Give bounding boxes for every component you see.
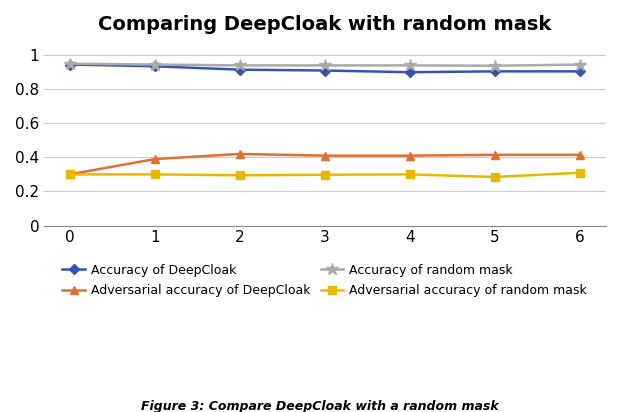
Accuracy of random mask: [321, 63, 329, 68]
Accuracy of DeepCloak: [576, 69, 584, 74]
Adversarial accuracy of random mask: [151, 172, 159, 177]
Accuracy of random mask: [66, 61, 74, 66]
Adversarial accuracy of DeepCloak: [406, 153, 414, 158]
Title: Comparing DeepCloak with random mask: Comparing DeepCloak with random mask: [99, 15, 552, 34]
Accuracy of DeepCloak: [321, 68, 329, 73]
Accuracy of random mask: [576, 62, 584, 67]
Adversarial accuracy of random mask: [576, 170, 584, 175]
Accuracy of DeepCloak: [236, 67, 244, 72]
Adversarial accuracy of DeepCloak: [151, 157, 159, 162]
Adversarial accuracy of DeepCloak: [491, 152, 499, 157]
Accuracy of random mask: [236, 63, 244, 68]
Line: Accuracy of DeepCloak: Accuracy of DeepCloak: [66, 61, 584, 76]
Accuracy of DeepCloak: [406, 70, 414, 75]
Accuracy of DeepCloak: [491, 69, 499, 74]
Adversarial accuracy of random mask: [236, 173, 244, 178]
Accuracy of random mask: [151, 62, 159, 67]
Adversarial accuracy of DeepCloak: [321, 153, 329, 158]
Accuracy of DeepCloak: [66, 62, 74, 67]
Adversarial accuracy of random mask: [406, 172, 414, 177]
Adversarial accuracy of random mask: [491, 175, 499, 180]
Adversarial accuracy of DeepCloak: [236, 152, 244, 157]
Text: Figure 3: Compare DeepCloak with a random mask: Figure 3: Compare DeepCloak with a rando…: [141, 400, 499, 412]
Adversarial accuracy of random mask: [66, 172, 74, 177]
Accuracy of random mask: [406, 63, 414, 68]
Accuracy of DeepCloak: [151, 64, 159, 69]
Adversarial accuracy of DeepCloak: [576, 152, 584, 157]
Line: Adversarial accuracy of DeepCloak: Adversarial accuracy of DeepCloak: [65, 150, 584, 178]
Adversarial accuracy of DeepCloak: [66, 172, 74, 177]
Adversarial accuracy of random mask: [321, 172, 329, 177]
Line: Accuracy of random mask: Accuracy of random mask: [63, 57, 586, 72]
Line: Adversarial accuracy of random mask: Adversarial accuracy of random mask: [65, 169, 584, 181]
Legend: Accuracy of DeepCloak, Adversarial accuracy of DeepCloak, Accuracy of random mas: Accuracy of DeepCloak, Adversarial accur…: [58, 259, 592, 302]
Accuracy of random mask: [491, 63, 499, 68]
